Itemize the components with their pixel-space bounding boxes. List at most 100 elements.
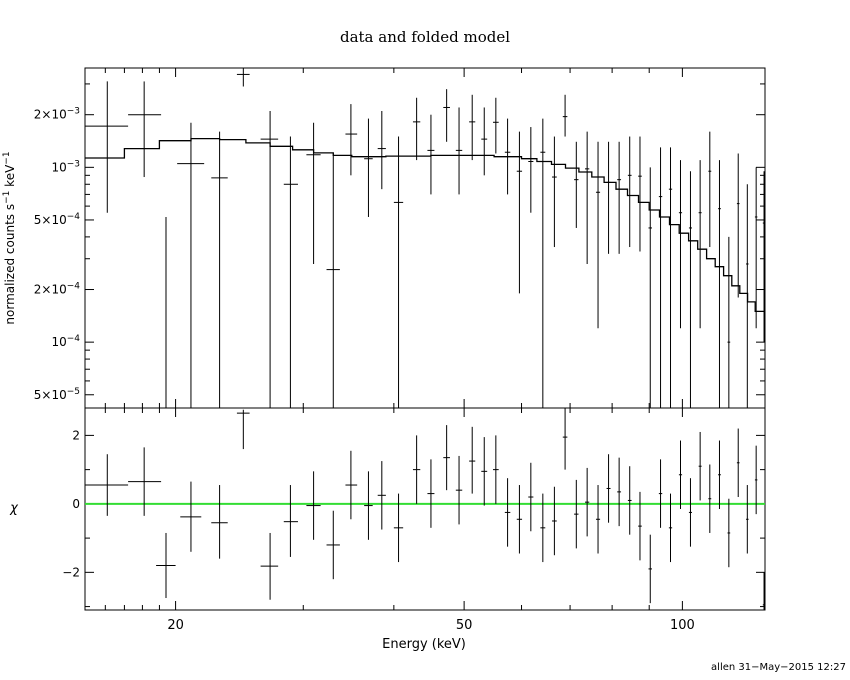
data-point [412,97,421,161]
data-point [128,81,162,178]
data-point [504,478,511,547]
y-tick-label: 2 [72,428,80,442]
data-point [617,457,622,527]
data-point [762,171,765,343]
data-point [658,147,663,408]
x-tick-label: 50 [456,618,473,633]
data-point [481,107,488,176]
data-point [727,498,731,568]
data-point [606,141,611,254]
data-point [698,160,702,329]
data-point [585,131,590,264]
data-point [481,437,488,506]
y-tick-label: 2×10−4 [34,282,81,297]
data-point [668,493,673,563]
data-point [606,454,611,523]
data-point [364,471,373,540]
y-tick-label: 2×10−3 [34,107,80,122]
data-point [469,426,476,494]
data-point [698,431,702,501]
data-point [516,485,523,554]
spectrum-y-axis-label: normalized counts s−1 keV−1 [2,151,17,324]
data-point [156,532,176,599]
data-point [306,122,321,264]
data-point [364,118,373,217]
data-point [648,534,652,604]
data-point [326,510,340,580]
x-tick-label: 20 [167,618,184,633]
data-point [736,428,740,498]
y-tick-label: 10−3 [51,159,80,174]
data-point [540,118,546,408]
data-point [85,454,129,516]
data-point [161,216,170,409]
data-point [736,153,740,298]
data-point [574,479,579,549]
data-point [595,141,601,329]
data-point [492,435,499,504]
data-point [180,481,202,552]
data-point [617,141,622,254]
data-point [746,485,749,554]
data-point [585,467,590,537]
data-point [540,493,546,563]
data-point [688,171,692,408]
data-point [128,447,162,516]
data-point [211,485,228,559]
data-point [455,455,463,525]
data-point [260,532,279,600]
data-point [718,160,721,408]
data-point [708,464,712,533]
data-point [552,486,557,556]
data-point [260,111,279,408]
data-point [283,485,298,557]
data-point [377,461,386,530]
y-tick-label: 5×10−4 [34,212,81,227]
data-point [627,466,632,535]
data-point [236,409,250,450]
data-point [678,440,683,509]
residuals-frame [84,407,766,611]
spectrum-frame [84,67,766,409]
data-point [211,131,228,408]
data-point [658,459,663,528]
data-point [528,462,534,532]
data-point [746,184,749,408]
data-point [562,94,568,137]
data-point [393,136,404,408]
data-point [627,136,632,248]
data-point [427,114,435,195]
data-point [528,127,534,213]
data-point [283,136,298,408]
data-point [236,68,250,87]
data-point [516,131,523,294]
data-point [708,131,712,248]
x-tick-label: 100 [670,618,695,633]
residual-y-axis-label: χ [9,501,19,516]
data-point [443,425,450,491]
data-point [638,491,642,561]
data-point [412,435,421,504]
data-point [469,94,476,161]
data-point [177,122,205,408]
data-point [762,572,765,610]
data-point [393,493,404,563]
spectrum-panel: 5×10−5 10−4 2×10−4 5×10−4 10−3 2×10−3 [34,67,766,409]
data-point [648,167,652,408]
y-tick-label: 10−4 [51,334,80,349]
timestamp-stamp: allen 31−May−2015 12:27 [711,662,846,673]
data-point [443,89,450,142]
data-point [326,153,340,408]
x-axis-label: Energy (keV) [382,637,466,652]
y-tick-label: 5×10−5 [34,387,80,402]
data-point [574,141,579,228]
data-point [427,459,435,528]
data-point [688,478,692,547]
data-point [595,485,601,554]
data-point [727,236,731,408]
data-point [492,97,499,154]
data-point [552,136,557,248]
data-point [754,445,758,515]
data-point [345,450,358,520]
